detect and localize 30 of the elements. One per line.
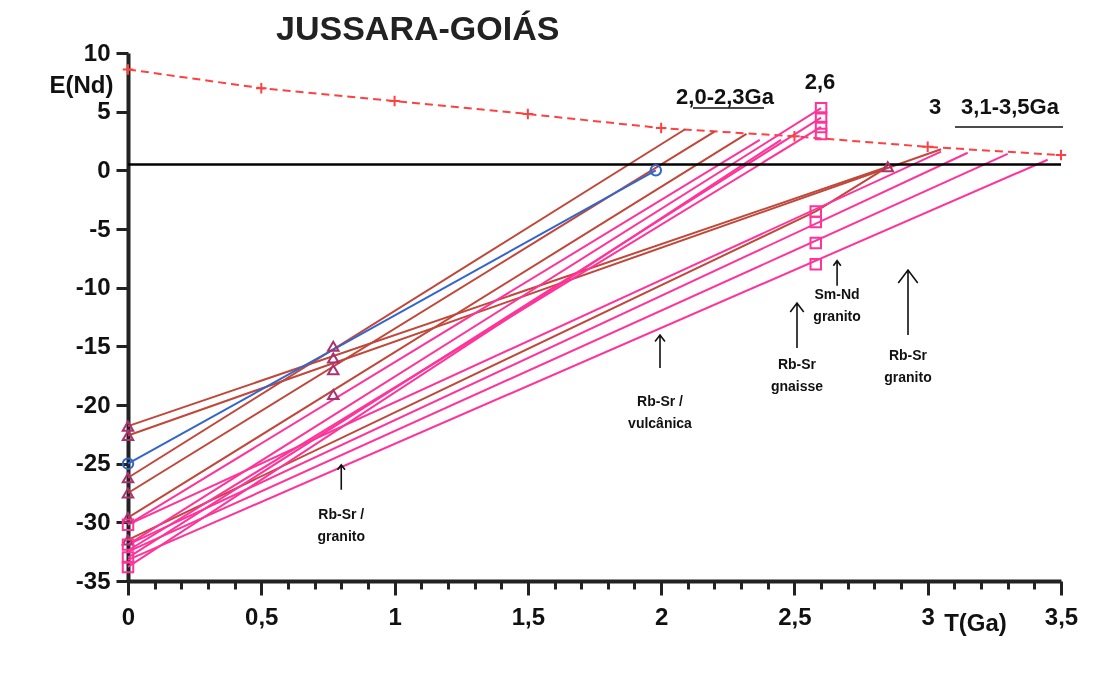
x-tick-label: 1,5 <box>511 602 546 630</box>
y-tick-label: 0 <box>97 155 111 183</box>
x-tick-label: 1 <box>388 602 402 630</box>
y-tick-label: -10 <box>75 273 111 301</box>
annotation: Rb-Sr gnaisse <box>770 356 824 394</box>
annotation: Rb-Sr / vulcânica <box>628 393 693 431</box>
annotation: Rb-Sr granito <box>884 347 932 385</box>
y-tick-label: 10 <box>83 38 111 66</box>
annotation: 3,1-3,5Ga <box>961 94 1060 119</box>
y-tick-label: 5 <box>97 97 111 125</box>
y-tick-label: -20 <box>75 390 111 418</box>
annotation: Rb-Sr / granito <box>317 505 365 544</box>
annotation: 2,6 <box>804 69 836 94</box>
x-tick-label: 0 <box>121 602 136 630</box>
y-tick-label: -25 <box>75 449 111 477</box>
y-tick-label: -30 <box>75 507 111 535</box>
annotation: 3 <box>928 94 942 119</box>
x-tick-label: 3,5 <box>1044 602 1079 630</box>
y-tick-label: -15 <box>75 331 111 359</box>
x-tick-label: 2,5 <box>778 602 812 630</box>
chart-title: JUSSARA-GOIÁS <box>276 9 560 47</box>
y-tick-label: -5 <box>89 214 111 242</box>
x-tick-label: 3 <box>921 602 935 630</box>
annotation: Sm-Nd granito <box>813 285 861 324</box>
x-tick-label: 2 <box>654 602 669 630</box>
y-axis-title: E(Nd) <box>49 70 114 98</box>
y-tick-label: -35 <box>75 566 111 594</box>
annotation: 2,0-2,3Ga <box>676 84 775 109</box>
x-axis-title: T(Ga) <box>944 608 1007 636</box>
x-tick-label: 0,5 <box>245 602 279 630</box>
